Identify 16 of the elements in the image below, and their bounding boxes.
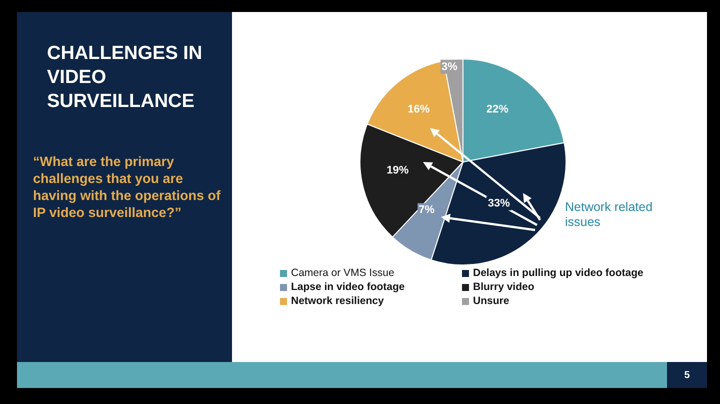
data-label: 7% (418, 204, 435, 216)
text: CHALLENGES IN VIDEO SURVEILLANCE (47, 42, 204, 114)
data-label: 22% (486, 103, 509, 116)
legend-label: Camera or VMS Issue (290, 267, 396, 279)
data-label: 16% (408, 103, 430, 116)
legend-label: Delays in pulling up video footage (472, 267, 644, 279)
legend-label: Unsure (472, 295, 510, 307)
text: 5 (667, 362, 707, 388)
data-label: 3% (442, 60, 458, 73)
data-label: 19% (386, 164, 409, 176)
text: Network related issues (565, 200, 654, 230)
data-label: 33% (488, 197, 510, 210)
legend-label: Network resiliency (290, 295, 385, 307)
text: “What are the primary challenges that you are having with the operations of IP video surveillance?” (33, 153, 222, 221)
legend-label: Lapse in video footage (290, 281, 406, 293)
legend-label: Blurry video (472, 281, 536, 293)
